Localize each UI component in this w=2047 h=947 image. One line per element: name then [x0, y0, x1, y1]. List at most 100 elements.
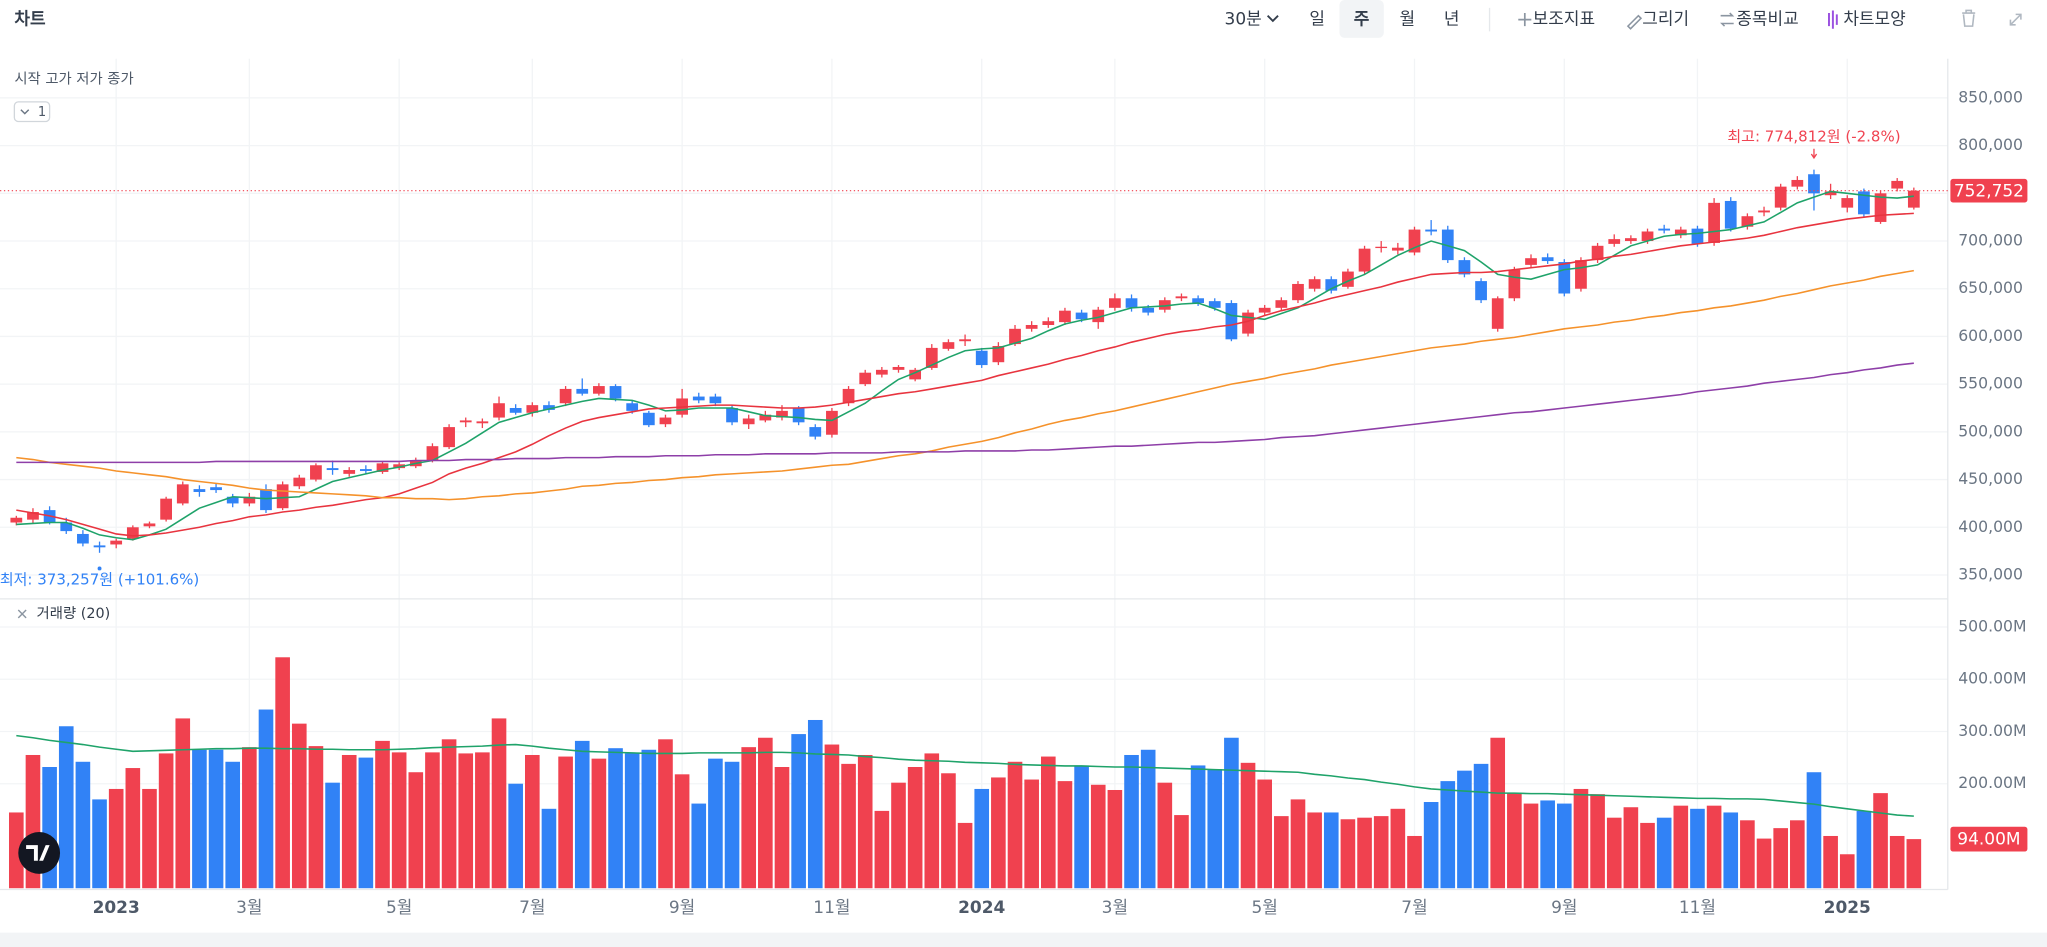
- candle-body: [1275, 300, 1288, 308]
- volume-tick-label: 200.00M: [1958, 773, 2026, 792]
- candle-body: [759, 414, 772, 421]
- period-tab[interactable]: 일: [1309, 10, 1325, 30]
- candle-body: [1408, 229, 1421, 253]
- x-tick-label: 2025: [1824, 898, 1871, 918]
- x-tick-label: 9월: [669, 898, 695, 918]
- volume-bar: [1207, 769, 1223, 889]
- volume-bar: [1057, 781, 1073, 889]
- period-tab[interactable]: 주: [1354, 10, 1370, 30]
- select-box[interactable]: [13, 101, 51, 123]
- candle-body: [1808, 174, 1820, 194]
- volume-bar: [674, 774, 690, 889]
- candle-body: [1758, 210, 1770, 213]
- volume-bar: [1706, 805, 1722, 889]
- candle-body: [1375, 246, 1388, 249]
- volume-bar: [857, 754, 873, 889]
- candle-body: [1525, 258, 1537, 265]
- volume-bar: [1040, 756, 1056, 889]
- volume-bar: [1323, 812, 1339, 889]
- x-tick-label: 2023: [93, 898, 140, 918]
- toolbar: 차트 30분 일 주 월 년 보조지표 그리기 종목비교 차트모양: [14, 0, 2022, 38]
- candle-body: [293, 477, 306, 487]
- chevron-icon: [1266, 15, 1279, 23]
- period-tab[interactable]: 월: [1400, 10, 1416, 30]
- volume-bar: [508, 783, 523, 889]
- candle-body: [459, 420, 472, 423]
- volume-bar: [558, 756, 573, 889]
- volume-bar: [1507, 793, 1522, 889]
- candle-body: [892, 366, 905, 370]
- interval-label[interactable]: 30분: [1225, 10, 1262, 30]
- candle-body: [1142, 307, 1155, 313]
- volume-bar: [1274, 816, 1289, 889]
- volume-bar: [658, 739, 673, 889]
- tool-button[interactable]: 보조지표: [1533, 10, 1595, 30]
- remove-icon[interactable]: [17, 609, 27, 619]
- candle-body: [526, 405, 539, 413]
- volume-bar: [92, 799, 107, 889]
- volume-bar: [491, 718, 507, 889]
- volume-bar: [1340, 819, 1356, 889]
- candle-body: [27, 512, 39, 520]
- volume-bar: [1257, 779, 1272, 889]
- tool-button[interactable]: 종목비교: [1736, 10, 1798, 30]
- candle-body: [77, 533, 89, 544]
- candle-body: [659, 417, 672, 425]
- candle-body: [359, 469, 372, 471]
- volume-bar: [142, 788, 157, 889]
- candle-body: [593, 386, 605, 394]
- candle-body: [859, 372, 872, 385]
- x-tick-label: 3월: [1102, 898, 1128, 918]
- moving-average-line: [16, 362, 1914, 464]
- candle-body: [1691, 228, 1704, 244]
- volume-bar: [924, 753, 940, 889]
- period-select[interactable]: 1: [13, 101, 51, 123]
- candle-body: [1475, 281, 1487, 301]
- candle-body: [1541, 257, 1554, 262]
- tool-button[interactable]: 그리기: [1642, 10, 1689, 30]
- volume-bar: [941, 773, 956, 889]
- volume-bar: [192, 749, 207, 889]
- candle-body: [1625, 238, 1637, 242]
- volume-bar: [1240, 762, 1256, 889]
- interval-select[interactable]: 30분: [1225, 10, 1279, 30]
- overlay: 시작 고가 저가 종가 1 거래량 (20) 350,000 400,000 450…: [0, 71, 2028, 918]
- candle-body: [509, 408, 522, 413]
- x-tick-label: 3월: [236, 898, 262, 918]
- volume-tick-label: 400.00M: [1958, 669, 2026, 688]
- volume-bar: [1090, 784, 1106, 889]
- candle-body: [1325, 279, 1338, 291]
- candle-body: [959, 339, 971, 342]
- volume-bar: [574, 740, 590, 889]
- candle-body: [193, 489, 206, 492]
- volume-bar: [1623, 807, 1639, 889]
- volume-bar: [608, 748, 623, 889]
- volume-bar: [841, 763, 856, 889]
- candle-body: [160, 498, 172, 520]
- volume-bar: [1224, 737, 1239, 889]
- volume-bar: [1473, 763, 1489, 889]
- candle-body: [1292, 283, 1304, 301]
- candle-body: [1907, 190, 1920, 208]
- x-tick-label: 11월: [813, 898, 850, 918]
- candle-body: [909, 369, 922, 380]
- candle-body: [1791, 179, 1804, 187]
- volume-bar: [1590, 794, 1605, 889]
- period-tab[interactable]: 년: [1444, 10, 1460, 30]
- volume-bar: [641, 749, 657, 889]
- candle-body: [1025, 324, 1038, 329]
- volume-bar: [1074, 765, 1089, 889]
- delete-icon[interactable]: [1962, 9, 1976, 27]
- period-selected-bg: [1339, 0, 1384, 38]
- volume-bar: [125, 768, 141, 889]
- volume-average-line: [16, 734, 1914, 817]
- volume-bar: [624, 753, 640, 889]
- tool-button[interactable]: 차트모양: [1843, 10, 1905, 30]
- candle-body: [992, 345, 1005, 363]
- volume-bar: [308, 746, 324, 889]
- volume-bar: [1124, 754, 1139, 889]
- fullscreen-icon[interactable]: [2009, 13, 2022, 26]
- candle-body: [1641, 231, 1654, 242]
